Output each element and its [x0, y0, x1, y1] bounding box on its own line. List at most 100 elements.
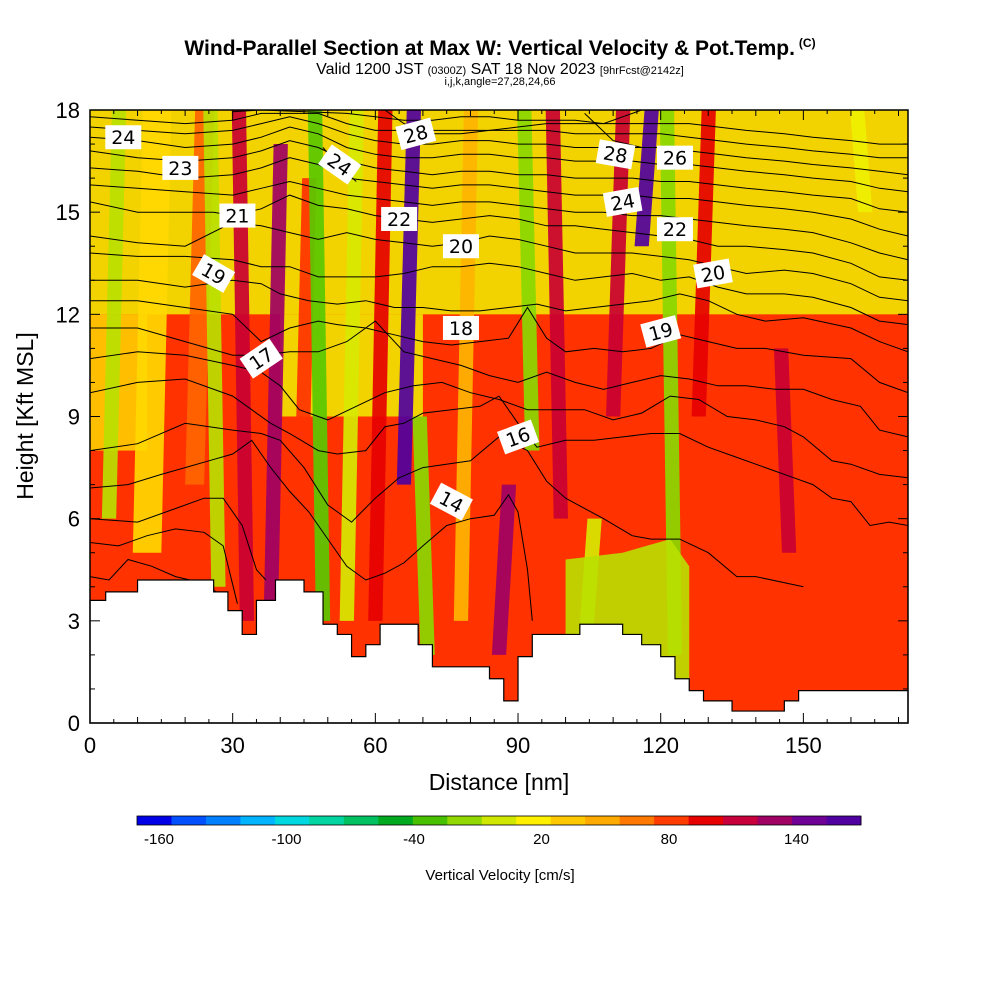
- contour-label-box: [640, 315, 682, 348]
- x-axis-title: Distance [nm]: [429, 769, 570, 795]
- colorbar: -160 -100 -40 20 80 140: [136, 815, 862, 848]
- velocity-column: [231, 110, 255, 621]
- velocity-column: [659, 110, 683, 655]
- colorbar-swatch: [447, 816, 483, 825]
- contour-label-text: 28: [602, 142, 630, 168]
- colorbar-swatch: [688, 816, 724, 825]
- contour-label-28: 28: [395, 117, 437, 151]
- x-tick-label: 0: [84, 733, 96, 758]
- contour-label-24: 24: [105, 125, 142, 150]
- x-tick-label: 60: [363, 733, 387, 758]
- contour-label-text: 24: [609, 190, 637, 216]
- colorbar-swatch: [792, 816, 828, 825]
- colorbar-swatch: [309, 816, 345, 825]
- velocity-column: [368, 110, 393, 621]
- contour-label-text: 20: [699, 262, 727, 288]
- colorbar-swatch: [412, 816, 448, 825]
- contour-label-box: [162, 155, 199, 180]
- colorbar-swatch: [619, 816, 655, 825]
- velocity-column: [292, 178, 317, 587]
- copyright-mark: (C): [798, 36, 816, 50]
- contour-label-21: 21: [219, 203, 256, 228]
- contour-label-box: [442, 234, 479, 259]
- contour-label-28: 28: [595, 139, 636, 170]
- contour-label-box: [395, 117, 437, 151]
- contour-label-box: [656, 217, 693, 242]
- contour-label-23: 23: [162, 155, 199, 180]
- colorbar-tick-label: 80: [661, 831, 678, 848]
- terrain-mask: [89, 579, 909, 724]
- contour-label-text: 20: [449, 236, 473, 258]
- velocity-column: [850, 110, 873, 213]
- y-tick-label: 3: [68, 609, 80, 634]
- contour-label-22: 22: [381, 206, 418, 231]
- theta-contour-16: [90, 351, 908, 479]
- colorbar-swatch: [550, 816, 586, 825]
- theta-contour-18: [90, 300, 908, 394]
- y-tick-label: 18: [56, 98, 80, 123]
- contour-label-box: [693, 258, 733, 289]
- contour-label-box: [656, 145, 693, 170]
- colorbar-swatch: [274, 816, 310, 825]
- chart-title: Wind-Parallel Section at Max W: Vertical…: [0, 36, 1000, 61]
- contour-label-20: 20: [442, 234, 479, 259]
- colorbar-swatch: [171, 816, 207, 825]
- colorbar-swatch: [654, 816, 690, 825]
- contour-label-text: 18: [449, 318, 473, 340]
- contour-label-box: [318, 144, 362, 185]
- y-tick-label: 6: [68, 507, 80, 532]
- x-tick-label: 150: [785, 733, 822, 758]
- velocity-column: [339, 110, 364, 621]
- x-tick-label: 90: [506, 733, 530, 758]
- colorbar-swatch: [343, 816, 379, 825]
- velocity-column: [491, 484, 517, 655]
- contour-label-box: [219, 203, 256, 228]
- contour-label-24: 24: [602, 187, 643, 217]
- colorbar-swatch: [137, 816, 172, 825]
- chart-subtitle: Valid 1200 JST (0300Z) SAT 18 Nov 2023 […: [0, 61, 1000, 79]
- colorbar-tick-label: 20: [533, 831, 550, 848]
- y-tick-label: 12: [56, 302, 80, 327]
- contour-label-box: [497, 419, 540, 455]
- contour-label-text: 22: [387, 209, 411, 231]
- theta-contour-16: [90, 378, 908, 527]
- colorbar-swatch: [757, 816, 793, 825]
- contour-label-box: [602, 187, 643, 217]
- theta-contour-24: [90, 112, 908, 159]
- contour-label-18: 18: [442, 315, 479, 340]
- colorbar-title: Vertical Velocity [cm/s]: [425, 867, 574, 884]
- theta-contour-22: [90, 140, 908, 213]
- contour-label-text: 22: [663, 219, 687, 241]
- contour-label-box: [192, 254, 236, 293]
- velocity-column: [773, 348, 797, 553]
- velocity-column: [634, 110, 659, 247]
- contour-label-box: [595, 139, 636, 170]
- velocity-column: [203, 110, 226, 587]
- forecast-info: [9hrFcst@2142z]: [599, 65, 684, 77]
- velocity-column: [307, 110, 331, 621]
- contour-label-text: 26: [663, 148, 687, 170]
- contour-label-box: [105, 125, 142, 150]
- theta-contour-14: [90, 528, 238, 604]
- axes: 0 30 60 90 120 150 0 3 6 9 12 15 18: [56, 98, 908, 758]
- colorbar-frame: [136, 815, 862, 826]
- contour-label-26: 26: [656, 145, 693, 170]
- terrain: [89, 579, 909, 724]
- colorbar-swatch: [205, 816, 241, 825]
- theta-contour-14: [90, 497, 267, 581]
- theta-contour-19: [90, 252, 908, 326]
- velocity-column: [412, 416, 435, 655]
- valid-utc: (0300Z): [427, 65, 467, 77]
- colorbar-swatch: [378, 816, 414, 825]
- valid-date: SAT 18 Nov 2023: [470, 61, 596, 78]
- x-tick-label: 30: [220, 733, 244, 758]
- theta-contour-19: [90, 279, 908, 353]
- y-tick-label: 9: [68, 405, 80, 430]
- theta-contour-21: [90, 180, 908, 261]
- colorbar-swatch: [240, 816, 276, 825]
- contour-label-box: [239, 338, 283, 379]
- colorbar-swatch: [481, 816, 517, 825]
- colorbar-tick-label: 140: [784, 831, 809, 848]
- y-tick-label: 0: [68, 711, 80, 736]
- contour-label-text: 23: [168, 158, 192, 180]
